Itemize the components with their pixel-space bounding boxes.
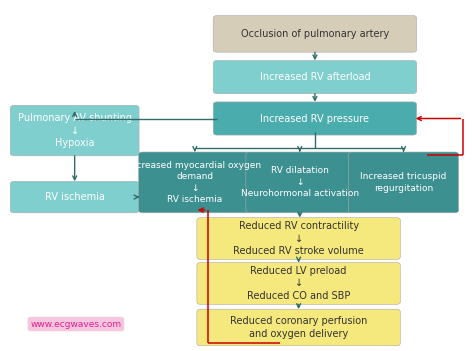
Text: Increased RV afterload: Increased RV afterload [260,72,370,82]
FancyBboxPatch shape [10,105,139,156]
Text: www.ecgwaves.com: www.ecgwaves.com [30,319,121,329]
Text: RV dilatation
↓
Neurohormonal activation: RV dilatation ↓ Neurohormonal activation [241,166,359,198]
Text: Increased tricuspid
regurgitation: Increased tricuspid regurgitation [360,172,447,193]
Text: Reduced LV preload
↓
Reduced CO and SBP: Reduced LV preload ↓ Reduced CO and SBP [247,266,350,301]
FancyBboxPatch shape [213,15,417,52]
Text: Pulmonary AV shunting
↓
Hypoxia: Pulmonary AV shunting ↓ Hypoxia [18,113,132,148]
Text: Increased myocardial oxygen
demand
↓
RV ischemia: Increased myocardial oxygen demand ↓ RV … [128,161,261,204]
FancyBboxPatch shape [348,152,459,213]
Text: RV ischemia: RV ischemia [45,192,105,202]
Text: Reduced RV contractility
↓
Reduced RV stroke volume: Reduced RV contractility ↓ Reduced RV st… [233,221,364,256]
FancyBboxPatch shape [213,102,417,135]
FancyBboxPatch shape [246,152,354,213]
FancyBboxPatch shape [197,263,401,304]
Text: Increased RV pressure: Increased RV pressure [260,113,369,124]
FancyBboxPatch shape [10,181,139,213]
FancyBboxPatch shape [197,309,401,346]
FancyBboxPatch shape [213,60,417,94]
FancyBboxPatch shape [197,218,401,259]
Text: Reduced coronary perfusion
and oxygen delivery: Reduced coronary perfusion and oxygen de… [230,316,367,339]
Text: Occlusion of pulmonary artery: Occlusion of pulmonary artery [241,29,389,39]
FancyBboxPatch shape [138,152,251,213]
